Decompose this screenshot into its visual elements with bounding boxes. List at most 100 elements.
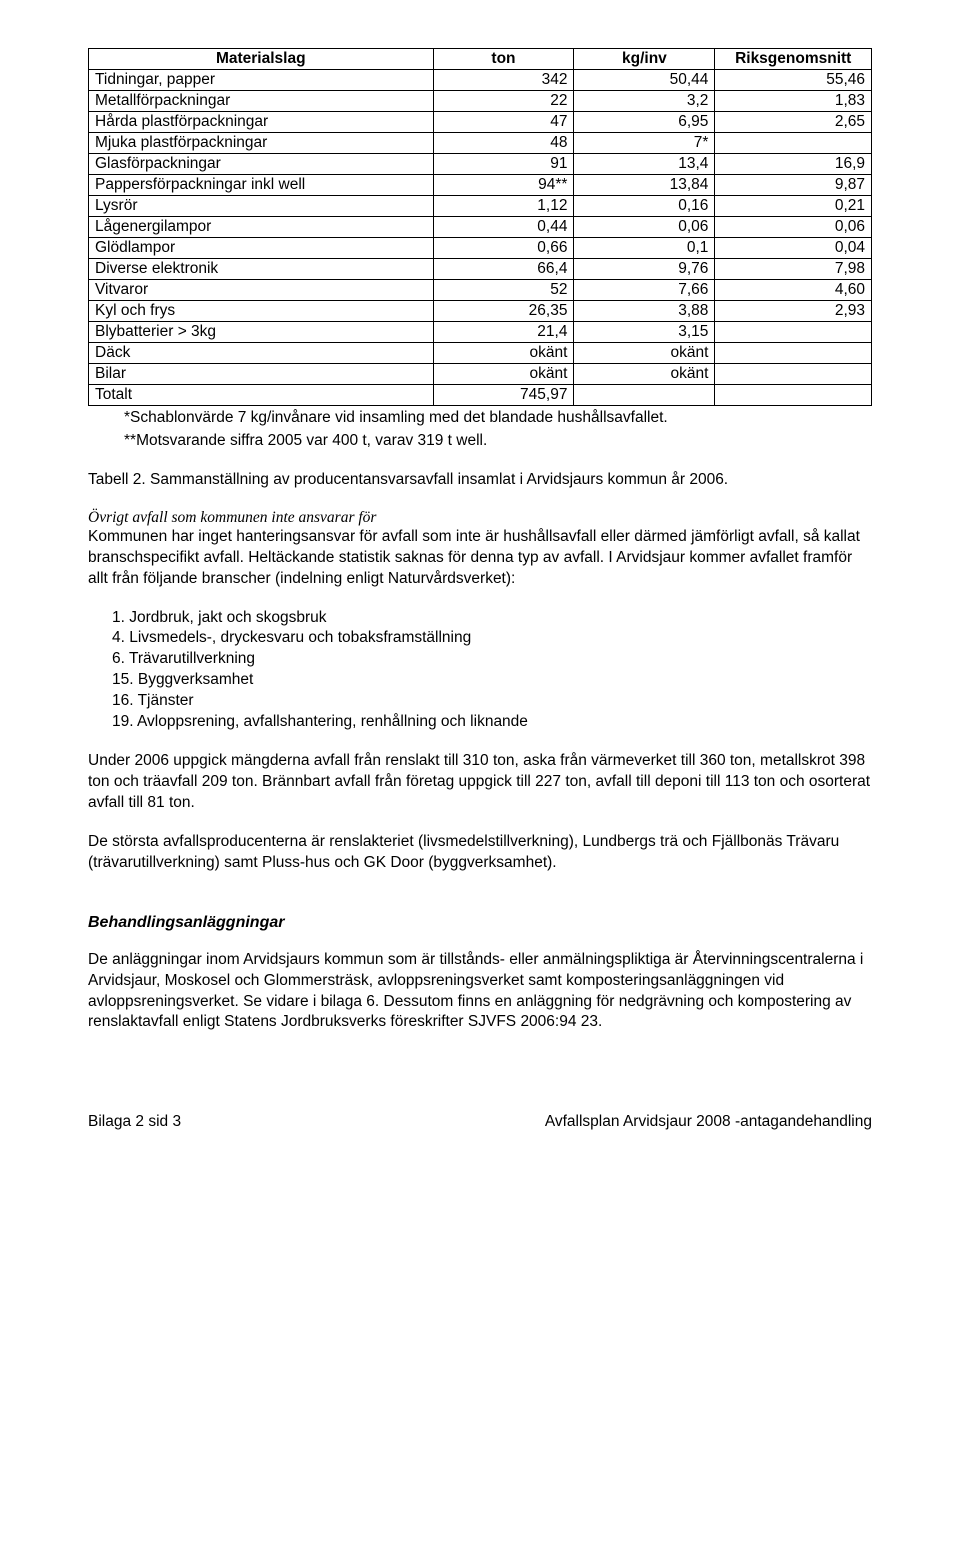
cell-value: 7,66	[574, 280, 715, 301]
table-row: Totalt745,97	[89, 385, 872, 406]
cell-value: 55,46	[715, 70, 872, 91]
cell-value: 1,12	[433, 196, 574, 217]
cell-value: 66,4	[433, 259, 574, 280]
cell-value: 0,44	[433, 217, 574, 238]
cell-value: 94**	[433, 175, 574, 196]
list-item: 19. Avloppsrening, avfallshantering, ren…	[112, 712, 872, 733]
cell-value	[715, 385, 872, 406]
cell-value: 3,2	[574, 91, 715, 112]
cell-value: 47	[433, 112, 574, 133]
footer-right: Avfallsplan Arvidsjaur 2008 -antagandeha…	[545, 1113, 872, 1131]
cell-value: 2,65	[715, 112, 872, 133]
cell-label: Totalt	[89, 385, 434, 406]
cell-value: 22	[433, 91, 574, 112]
paragraph: Under 2006 uppgick mängderna avfall från…	[88, 751, 872, 814]
cell-value: 0,06	[574, 217, 715, 238]
cell-value: 7,98	[715, 259, 872, 280]
table-row: Hårda plastförpackningar476,952,65	[89, 112, 872, 133]
table-row: Glödlampor0,660,10,04	[89, 238, 872, 259]
cell-value: 0,66	[433, 238, 574, 259]
table-row: Vitvaror527,664,60	[89, 280, 872, 301]
cell-value: okänt	[574, 364, 715, 385]
cell-label: Lågenergilampor	[89, 217, 434, 238]
cell-label: Kyl och frys	[89, 301, 434, 322]
cell-label: Pappersförpackningar inkl well	[89, 175, 434, 196]
table-caption: Tabell 2. Sammanställning av producentan…	[88, 470, 872, 491]
cell-value: 4,60	[715, 280, 872, 301]
cell-value: okänt	[433, 343, 574, 364]
table-row: Glasförpackningar9113,416,9	[89, 154, 872, 175]
list-item: 1. Jordbruk, jakt och skogsbruk	[112, 608, 872, 629]
table-row: Kyl och frys26,353,882,93	[89, 301, 872, 322]
cell-value: 6,95	[574, 112, 715, 133]
list-item: 16. Tjänster	[112, 691, 872, 712]
numbered-list: 1. Jordbruk, jakt och skogsbruk4. Livsme…	[112, 608, 872, 734]
paragraph: De anläggningar inom Arvidsjaurs kommun …	[88, 950, 872, 1034]
paragraph: Kommunen har inget hanteringsansvar för …	[88, 527, 872, 590]
cell-value	[715, 364, 872, 385]
cell-value: 7*	[574, 133, 715, 154]
materials-table: Materialslag ton kg/inv Riksgenomsnitt T…	[88, 48, 872, 406]
col-header: Materialslag	[89, 49, 434, 70]
table-row: Tidningar, papper34250,4455,46	[89, 70, 872, 91]
cell-label: Däck	[89, 343, 434, 364]
cell-label: Lysrör	[89, 196, 434, 217]
cell-label: Bilar	[89, 364, 434, 385]
col-header: ton	[433, 49, 574, 70]
cell-value: 48	[433, 133, 574, 154]
footnote-2: **Motsvarande siffra 2005 var 400 t, var…	[124, 431, 872, 452]
cell-value: 26,35	[433, 301, 574, 322]
cell-value: 9,87	[715, 175, 872, 196]
cell-label: Hårda plastförpackningar	[89, 112, 434, 133]
cell-label: Blybatterier > 3kg	[89, 322, 434, 343]
cell-value: 91	[433, 154, 574, 175]
section-heading: Behandlingsanläggningar	[88, 914, 872, 932]
table-row: Mjuka plastförpackningar487*	[89, 133, 872, 154]
cell-value	[715, 343, 872, 364]
cell-value: 745,97	[433, 385, 574, 406]
footnote-1: *Schablonvärde 7 kg/invånare vid insamli…	[124, 408, 872, 429]
col-header: Riksgenomsnitt	[715, 49, 872, 70]
cell-value: 1,83	[715, 91, 872, 112]
cell-value: 0,06	[715, 217, 872, 238]
table-header-row: Materialslag ton kg/inv Riksgenomsnitt	[89, 49, 872, 70]
cell-value: 0,21	[715, 196, 872, 217]
cell-value: 342	[433, 70, 574, 91]
cell-label: Glödlampor	[89, 238, 434, 259]
footer-left: Bilaga 2 sid 3	[88, 1113, 181, 1131]
cell-value	[715, 322, 872, 343]
cell-label: Tidningar, papper	[89, 70, 434, 91]
cell-value: okänt	[433, 364, 574, 385]
table-row: Lågenergilampor0,440,060,06	[89, 217, 872, 238]
cell-value: 9,76	[574, 259, 715, 280]
col-header: kg/inv	[574, 49, 715, 70]
cell-value: 0,16	[574, 196, 715, 217]
cell-value: 50,44	[574, 70, 715, 91]
cell-value: 3,15	[574, 322, 715, 343]
table-row: Diverse elektronik66,49,767,98	[89, 259, 872, 280]
cell-value: 13,4	[574, 154, 715, 175]
cell-value: 0,1	[574, 238, 715, 259]
table-row: Blybatterier > 3kg21,43,15	[89, 322, 872, 343]
cell-value: 2,93	[715, 301, 872, 322]
cell-value	[574, 385, 715, 406]
cell-value: okänt	[574, 343, 715, 364]
list-item: 6. Trävarutillverkning	[112, 649, 872, 670]
table-row: Bilarokäntokänt	[89, 364, 872, 385]
table-row: Metallförpackningar223,21,83	[89, 91, 872, 112]
list-item: 15. Byggverksamhet	[112, 670, 872, 691]
cell-value: 13,84	[574, 175, 715, 196]
cell-label: Glasförpackningar	[89, 154, 434, 175]
list-item: 4. Livsmedels-, dryckesvaru och tobaksfr…	[112, 628, 872, 649]
cell-label: Diverse elektronik	[89, 259, 434, 280]
cell-label: Vitvaror	[89, 280, 434, 301]
cell-value: 52	[433, 280, 574, 301]
cell-value: 0,04	[715, 238, 872, 259]
cell-label: Metallförpackningar	[89, 91, 434, 112]
table-row: Pappersförpackningar inkl well94**13,849…	[89, 175, 872, 196]
cell-value: 21,4	[433, 322, 574, 343]
cell-label: Mjuka plastförpackningar	[89, 133, 434, 154]
paragraph: De största avfallsproducenterna är rensl…	[88, 832, 872, 874]
cell-value	[715, 133, 872, 154]
section-subheading: Övrigt avfall som kommunen inte ansvarar…	[88, 509, 872, 527]
